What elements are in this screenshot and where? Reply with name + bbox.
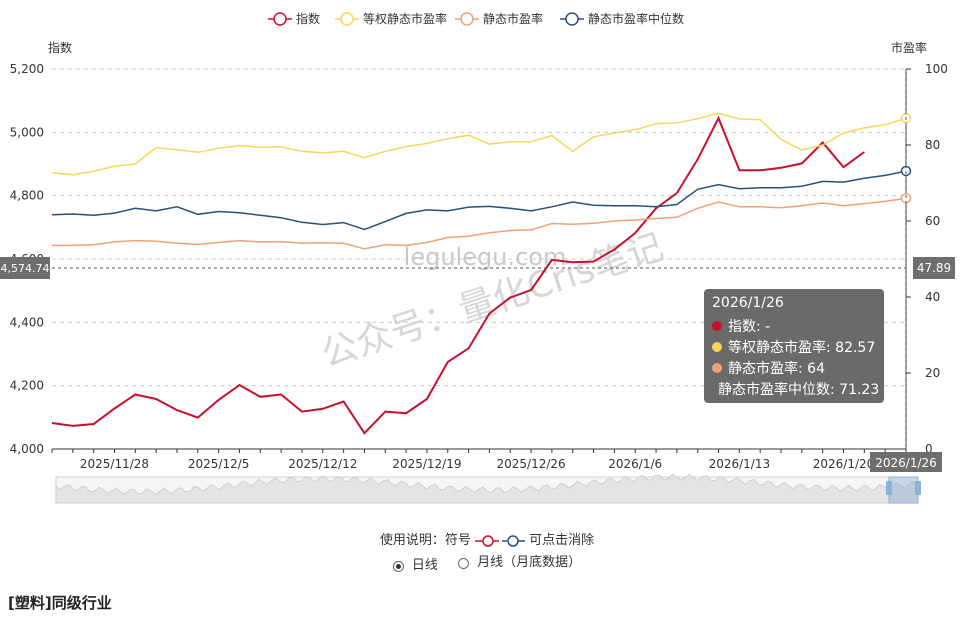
radio-monthly[interactable]: 月线（月底数据） <box>458 552 581 574</box>
tooltip-row: 等权静态市盈率: 82.57 <box>712 336 876 357</box>
legend-label[interactable]: 静态市盈率中位数 <box>588 11 684 26</box>
crosshair-right-badge <box>913 257 955 279</box>
legend-item[interactable]: 静态市盈率中位数 <box>560 11 684 26</box>
usage-instruction: 使用说明：符号 可点击消除 <box>0 530 974 552</box>
crosshair-bottom-badge <box>870 452 942 472</box>
y-left-tick-label: 5,200 <box>10 62 44 76</box>
zoom-overview-area <box>55 473 919 504</box>
tooltip-row: 静态市盈率: 64 <box>712 357 876 378</box>
radio-daily-label[interactable]: 日线 <box>411 558 438 573</box>
y-right-tick-label: 60 <box>925 214 940 228</box>
zoom-handle-right[interactable] <box>915 481 921 495</box>
legend-item[interactable]: 指数 <box>268 11 320 26</box>
y-right-tick-label: 40 <box>925 290 940 304</box>
y-left-tick-label: 4,000 <box>10 442 44 456</box>
tooltip-dot <box>712 341 722 352</box>
period-selector: 日线 月线（月底数据） <box>0 552 974 574</box>
legend-label[interactable]: 静态市盈率 <box>483 11 543 26</box>
tooltip-date: 2026/1/26 <box>712 295 784 311</box>
y-left-tick-label: 4,400 <box>10 315 44 329</box>
usage-panel: 使用说明：符号 可点击消除 日线 月线（月底数据） <box>0 530 974 574</box>
legend-item[interactable]: 静态市盈率 <box>455 11 543 26</box>
usage-suffix: 可点击消除 <box>529 533 595 548</box>
radio-monthly-label[interactable]: 月线（月底数据） <box>477 555 582 570</box>
y-right-tick-label: 0 <box>925 442 933 456</box>
y-left-tick-label: 5,000 <box>10 125 44 139</box>
legend-symbol-icon <box>475 534 525 547</box>
x-tick-label: 2025/11/28 <box>80 457 149 471</box>
tooltip-row-label: 静态市盈率: 64 <box>728 360 825 377</box>
legend-marker-icon <box>340 12 354 26</box>
section-title: [塑料]同级行业 <box>8 594 112 612</box>
zoom-handle-left[interactable] <box>886 481 892 495</box>
crosshair: 4,574.74 47.89 2026/1/26 <box>0 69 955 472</box>
x-tick-label: 2025/12/26 <box>496 457 565 471</box>
y-right-tick-label: 20 <box>925 366 940 380</box>
tooltip-dot <box>712 362 722 373</box>
series-lines <box>51 112 912 435</box>
legend-label[interactable]: 等权静态市盈率 <box>363 11 447 26</box>
series-line <box>52 197 907 250</box>
zoom-selected-window <box>888 476 919 504</box>
tooltip-dot <box>712 320 722 331</box>
line-chart: 指数 等权静态市盈率 静态市盈率 静态市盈率中位数 指数 市盈率 4,000 4,200… <box>0 11 955 504</box>
x-tick-label: 2026/1/6 <box>608 457 662 471</box>
legend-item[interactable]: 等权静态市盈率 <box>335 11 447 26</box>
crosshair-left-badge <box>0 257 50 279</box>
radio-monthly-circle[interactable] <box>458 557 470 569</box>
legend-marker-icon <box>273 12 287 26</box>
crosshair-right-value: 47.89 <box>917 261 951 275</box>
y-right-axis-label: 市盈率 <box>891 40 927 55</box>
y-right-tick-label: 100 <box>925 62 948 76</box>
series-line <box>51 170 907 231</box>
radio-daily-circle[interactable] <box>392 560 404 572</box>
data-zoom-slider[interactable] <box>55 473 921 504</box>
x-tick-label: 2026/1/13 <box>709 457 771 471</box>
watermark-site: legulegu.com <box>404 243 567 271</box>
tooltip: 2026/1/26 指数: - 等权静态市盈率: 82.57 静态市盈率: 64… <box>704 289 884 403</box>
x-tick-label: 2025/12/12 <box>288 457 357 471</box>
y-left-tick-label: 4,800 <box>10 189 44 203</box>
y-right-tick-label: 80 <box>925 138 940 152</box>
x-tick-label: 2025/12/5 <box>188 457 250 471</box>
tooltip-row-label: 指数: - <box>728 318 771 335</box>
series-line <box>51 115 865 435</box>
chart-legend: 指数 等权静态市盈率 静态市盈率 静态市盈率中位数 <box>268 11 684 26</box>
y-left-axis-label: 指数 <box>48 40 72 55</box>
tooltip-row: 静态市盈率中位数: 71.23 <box>712 378 880 399</box>
legend-marker-icon <box>460 12 474 26</box>
series-line <box>51 112 907 176</box>
tooltip-row-label: 静态市盈率中位数: 71.23 <box>718 381 880 398</box>
tooltip-row-label: 等权静态市盈率: 82.57 <box>728 339 876 356</box>
legend-label[interactable]: 指数 <box>296 11 320 26</box>
crosshair-left-value: 4,574.74 <box>1 262 50 275</box>
x-tick-label: 2026/1/20 <box>813 457 875 471</box>
x-ticks: 2025/11/28 2025/12/5 2025/12/12 2025/12/19 2… <box>51 448 907 471</box>
usage-prefix: 使用说明：符号 <box>379 533 471 548</box>
legend-marker-icon <box>565 12 579 26</box>
radio-daily[interactable]: 日线 <box>392 555 438 577</box>
crosshair-date-value: 2026/1/26 <box>875 456 937 470</box>
x-tick-label: 2025/12/19 <box>392 457 461 471</box>
tooltip-row: 指数: - <box>712 315 876 336</box>
y-left-tick-label: 4,200 <box>10 379 44 393</box>
